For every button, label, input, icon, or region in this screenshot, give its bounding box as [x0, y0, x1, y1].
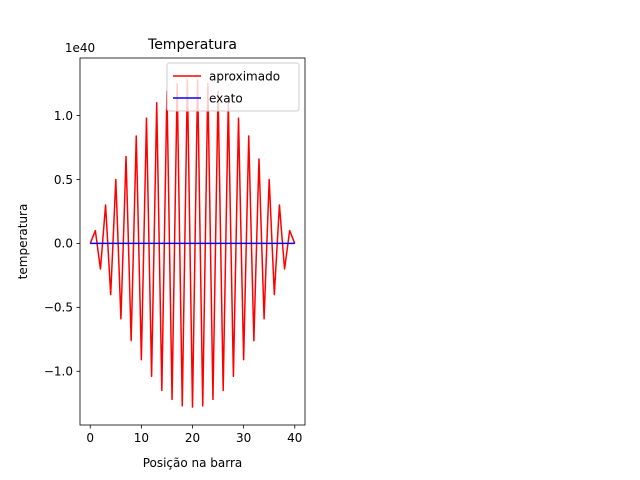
x-tick-label: 20 — [185, 431, 200, 445]
legend-box — [166, 62, 300, 112]
x-tick-label: 0 — [86, 431, 94, 445]
y-tick-label: 0.0 — [54, 237, 73, 251]
y-tick-label: −1.0 — [44, 365, 73, 379]
y-tick-label: 0.5 — [54, 173, 73, 187]
series-layer — [89, 78, 296, 408]
series-line-aproximado — [89, 78, 296, 408]
y-tick-label: 1.0 — [54, 109, 73, 123]
x-axis: 0 10 20 30 40 — [86, 425, 302, 445]
y-axis: −1.0 −0.5 0.0 0.5 1.0 — [44, 109, 80, 379]
y-offset-label: 1e40 — [65, 41, 95, 55]
legend-label-exato: exato — [209, 91, 243, 105]
chart-title: Temperatura — [147, 37, 237, 53]
x-tick-label: 10 — [134, 431, 149, 445]
legend: aproximado exato — [166, 62, 300, 112]
y-tick-label: −0.5 — [44, 301, 73, 315]
x-tick-label: 40 — [287, 431, 302, 445]
x-axis-label: Posição na barra — [143, 456, 243, 470]
legend-label-aproximado: aproximado — [209, 69, 280, 83]
y-axis-label: temperatura — [16, 204, 30, 280]
x-tick-label: 30 — [236, 431, 251, 445]
